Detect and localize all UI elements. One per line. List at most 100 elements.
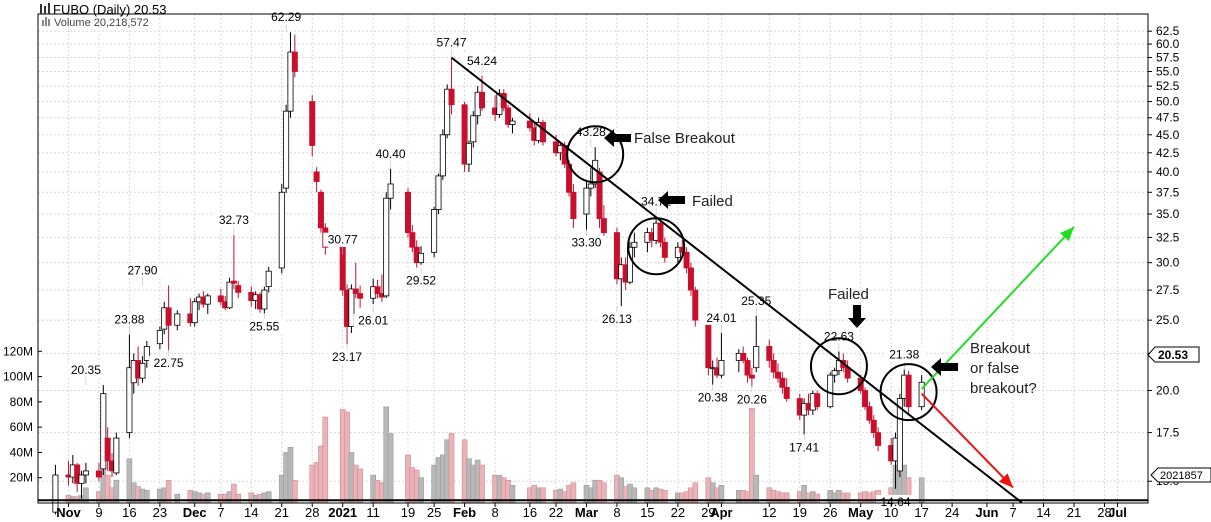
x-tick-label: 8 (613, 505, 620, 520)
candle-body (283, 110, 290, 189)
candle-body (687, 267, 694, 291)
volume-label: Volume 20,218,572 (54, 17, 149, 29)
candle-body (174, 313, 181, 326)
price-label-bg (66, 363, 106, 378)
candle-body (82, 470, 89, 476)
candle-body (439, 134, 446, 177)
y-tick-label: 62.5 (1156, 24, 1180, 38)
candle-body (753, 346, 760, 369)
candle-body (478, 91, 485, 109)
x-tick-label: 11 (366, 505, 380, 520)
arrow-left-icon (931, 358, 958, 376)
candle-body (126, 367, 133, 434)
y-tick-label: 37.5 (1156, 185, 1180, 199)
candle-body (683, 251, 690, 269)
volume-bar (814, 493, 820, 504)
volume-bar (357, 468, 363, 504)
x-tick-label: 7 (1009, 505, 1016, 520)
candle-body (470, 115, 477, 143)
price-label: 20.26 (737, 392, 767, 406)
candle-body (383, 197, 390, 297)
highlight-circle (879, 363, 938, 422)
candle-body (204, 295, 211, 305)
price-label: 40.40 (376, 147, 406, 161)
volume-tick-label: 80M (10, 395, 33, 409)
last-price-value: 20.53 (1158, 348, 1188, 362)
candle-body (348, 288, 355, 327)
last-price-badge: 20.53 (1147, 346, 1200, 363)
y-tick-label: 17.5 (1156, 426, 1180, 440)
candle-body (191, 301, 198, 324)
price-label-bg (323, 232, 363, 247)
x-tick-label: Apr (710, 505, 732, 520)
candle-body (95, 470, 102, 478)
failed-annotation-1: Failed (658, 191, 733, 210)
breakout-text-2: or false (970, 360, 1019, 377)
candle-body (896, 398, 903, 472)
candle-body (783, 386, 790, 399)
chart-logo-icon (40, 3, 50, 14)
price-label: 27.90 (127, 264, 157, 278)
projection-up-line (920, 226, 1075, 390)
volume-bar (174, 493, 181, 504)
volume-bar (418, 477, 424, 504)
volume-bar (844, 492, 851, 504)
candle-body (657, 222, 664, 243)
candle-body (235, 285, 242, 293)
candle-body (875, 432, 882, 446)
candle-body (539, 122, 546, 143)
chart-grid (38, 14, 1148, 503)
y-tick-label: 45.0 (1156, 128, 1180, 142)
candle-body (600, 218, 607, 233)
price-label-bg (876, 494, 916, 509)
candle-body (509, 120, 516, 125)
price-label-bg (327, 350, 367, 365)
price-label: 22.75 (154, 356, 184, 370)
volume-tick-label: 60M (10, 420, 33, 434)
volume-badge: 2021857 (1150, 467, 1211, 483)
candle-body (583, 187, 590, 215)
projection-down-line (920, 392, 1014, 489)
candle-body (217, 295, 224, 303)
price-label: 23.17 (332, 350, 362, 364)
candle-body (387, 183, 394, 199)
plot-frame (37, 13, 1149, 504)
x-tick-label: 23 (153, 505, 167, 520)
chart-title: FUBO (Daily) 20.53 (53, 2, 166, 17)
arrow-down-icon (848, 305, 866, 328)
price-label-bg (462, 53, 502, 68)
candle-body (461, 104, 468, 165)
candle-body (78, 474, 85, 484)
x-tick-label: 12 (762, 505, 776, 520)
candle-body (870, 419, 877, 434)
x-tick-label: 26 (823, 505, 837, 520)
candle-body (770, 360, 777, 373)
arrow-left-icon (604, 129, 631, 147)
candle-body (291, 51, 298, 72)
y-tick-label: 32.5 (1156, 230, 1180, 244)
y-tick-label: 20.0 (1156, 384, 1180, 398)
candle-body (779, 377, 786, 388)
x-tick-label: 10 (884, 505, 898, 520)
highlight-circle (566, 125, 625, 184)
candle-body (431, 209, 438, 253)
x-tick-label: Jun (975, 505, 998, 520)
arrow-left-icon (658, 191, 685, 209)
price-label-bg (571, 125, 611, 140)
x-tick-label: 16 (523, 505, 537, 520)
chart-axes: 62.560.057.555.052.5 50.0 47.5 45.0 42.5 40.0… (3, 13, 1180, 520)
x-tick-label: 17 (914, 505, 928, 520)
y-tick-label: 35.0 (1156, 207, 1180, 221)
y-tick-label: 47.5 (1156, 111, 1180, 125)
price-label: 23.88 (114, 313, 144, 327)
price-label-bg (401, 273, 441, 288)
x-tick-label: 21 (275, 505, 289, 520)
price-label-bg (432, 35, 472, 50)
failed-text-2: Failed (828, 286, 869, 303)
x-tick-label: Feb (453, 505, 476, 520)
price-label-bg (244, 319, 284, 334)
candle-body (866, 406, 873, 421)
failed-text-1: Failed (692, 193, 733, 210)
y-tick-label: 52.5 (1156, 79, 1180, 93)
x-tick-label: Nov (56, 505, 81, 520)
